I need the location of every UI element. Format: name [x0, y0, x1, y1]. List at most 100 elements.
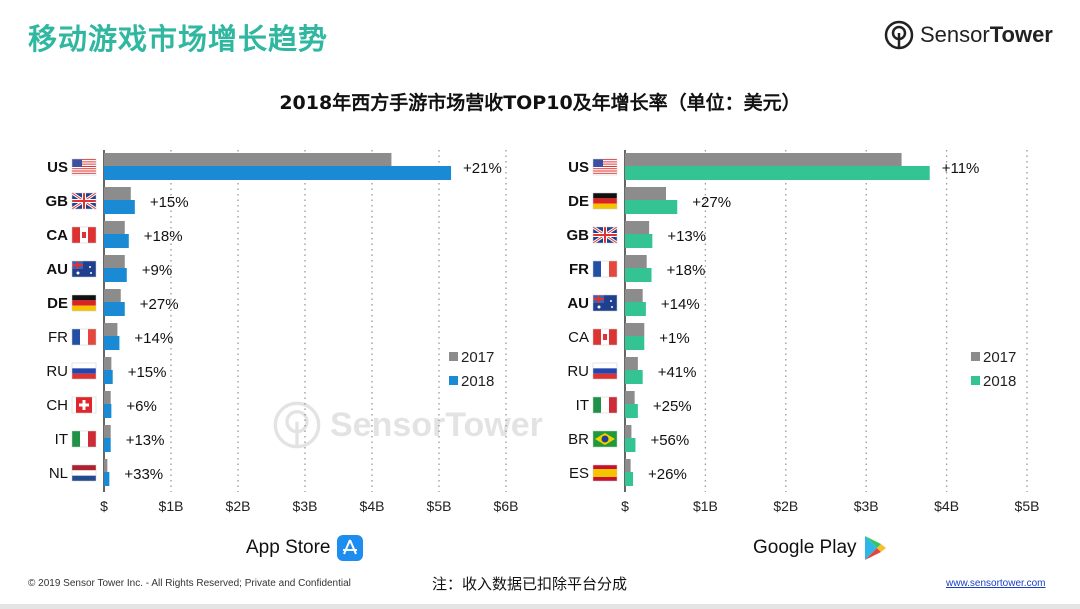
bar-2017-ca [104, 221, 125, 234]
bar-2018-us [104, 166, 452, 180]
growth-label: +25% [653, 398, 692, 415]
flag-part [72, 300, 96, 306]
flag-part [611, 306, 613, 308]
legend-label: 2017 [461, 349, 494, 366]
legend-swatch [449, 376, 458, 385]
country-label: CA [46, 227, 68, 244]
growth-label: +27% [692, 194, 731, 211]
bar-2017-br [625, 425, 632, 438]
flag-part [72, 264, 83, 266]
flag-part [593, 234, 617, 236]
flag-part [72, 329, 80, 345]
legend-label: 2017 [983, 349, 1016, 366]
growth-label: +14% [661, 296, 700, 313]
flag-part [72, 200, 96, 202]
flag-ca-icon [71, 226, 97, 244]
flag-part [72, 161, 96, 163]
country-label: NL [49, 465, 68, 482]
flag-border [71, 328, 97, 346]
chart-subtitle: 2018年西方手游市场营收TOP10及年增长率（单位：美元） [279, 92, 801, 114]
flag-part [89, 266, 91, 268]
flag-de-icon [71, 294, 97, 312]
x-tick-label: $5B [427, 498, 452, 514]
country-label: FR [569, 261, 589, 278]
flag-ca-icon [592, 328, 618, 346]
growth-label: +6% [126, 398, 156, 415]
logo-text-sensor: Sensor [920, 22, 990, 47]
flag-part [72, 164, 96, 166]
flag-border [592, 362, 618, 380]
flag-border [71, 192, 97, 210]
growth-label: +18% [144, 228, 183, 245]
flag-border [592, 328, 618, 346]
growth-label: +14% [134, 330, 173, 347]
watermark: SensorTower [272, 400, 543, 450]
x-tick-label: $4B [934, 498, 959, 514]
flag-part [72, 162, 96, 164]
flag-de-icon [592, 192, 618, 210]
flag-part [88, 227, 96, 243]
google-play-chart: $ $1B $2B $3B $4B $5B US +11% DE +27% GB +13% FR +18%… [567, 150, 1039, 514]
x-tick-label: $ [621, 498, 629, 514]
flag-br-icon [592, 430, 618, 448]
bar-2017-gb [104, 187, 131, 200]
legend-swatch [971, 352, 980, 361]
flag-part [593, 159, 603, 167]
google-play-icon [864, 536, 886, 560]
x-tick-label: $4B [360, 498, 385, 514]
bar-2018-de [104, 302, 125, 316]
bar-2018-au [625, 302, 646, 316]
bar-2018-br [625, 438, 636, 452]
sensortower-logo-icon [884, 20, 914, 50]
bar-2017-it [104, 425, 111, 438]
flag-border [592, 464, 618, 482]
country-label: IT [55, 431, 68, 448]
flag-part [72, 465, 96, 471]
country-label: DE [568, 193, 589, 210]
flag-part [593, 397, 601, 413]
bar-2017-ca [625, 323, 645, 336]
flag-part [593, 198, 617, 204]
flag-part [593, 173, 617, 175]
flag-part [593, 162, 617, 164]
website-link[interactable]: www.sensortower.com [946, 578, 1046, 589]
flag-part [72, 160, 96, 162]
flag-ru-icon [592, 362, 618, 380]
bar-2017-ru [104, 357, 112, 370]
flag-part [593, 171, 617, 173]
growth-label: +18% [667, 262, 706, 279]
flag-part [76, 271, 80, 275]
flag-border [592, 158, 618, 176]
flag-part [72, 171, 96, 173]
flag-fr-icon [592, 260, 618, 278]
flag-gb-icon [71, 191, 97, 211]
growth-label: +13% [667, 228, 706, 245]
flag-part [593, 193, 617, 199]
x-tick-label: $1B [693, 498, 718, 514]
bar-2018-nl [104, 472, 110, 486]
flag-part [601, 261, 609, 277]
country-label: CH [46, 397, 68, 414]
country-label: GB [567, 227, 590, 244]
growth-label: +9% [142, 262, 172, 279]
flag-us-icon [592, 158, 618, 176]
page-title: 移动游戏市场增长趋势 [28, 22, 329, 56]
flag-part [593, 160, 617, 162]
bar-2017-ru [625, 357, 638, 370]
flag-part [593, 169, 617, 171]
bar-2018-ca [104, 234, 129, 248]
bar-2018-de [625, 200, 678, 214]
bar-2018-fr [625, 268, 652, 282]
flag-ch-icon [71, 396, 97, 414]
copyright-text: © 2019 Sensor Tower Inc. - All Rights Re… [28, 578, 351, 589]
flag-part [593, 168, 617, 170]
flag-part [72, 163, 96, 165]
country-label: RU [46, 363, 68, 380]
country-label: FR [48, 329, 68, 346]
x-tick-label: $ [100, 498, 108, 514]
flag-border [592, 294, 618, 312]
flag-part [72, 305, 96, 311]
growth-label: +33% [124, 466, 163, 483]
flag-part [72, 363, 96, 369]
bar-2017-nl [104, 459, 108, 472]
